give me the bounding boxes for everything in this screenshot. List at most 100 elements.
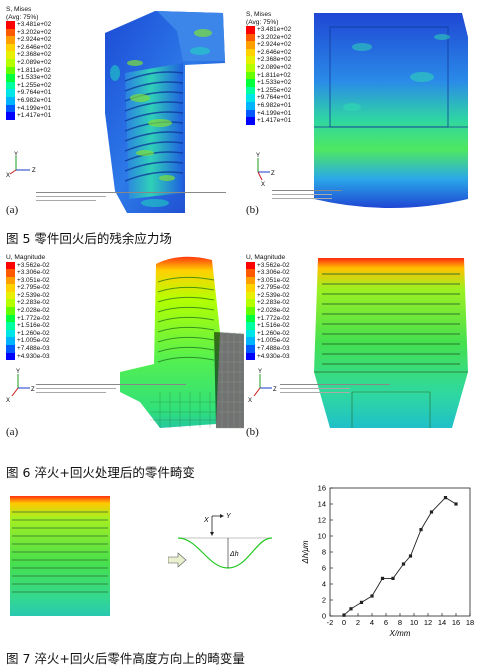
legend-value: +1.533e+02 [17, 74, 52, 82]
x-tick-label: 14 [438, 618, 446, 627]
legend-value: +3.481e+02 [17, 21, 52, 28]
fig6b-model [314, 258, 468, 428]
legend-swatch [6, 307, 15, 315]
legend-entry: +3.306e-02 [6, 269, 50, 277]
legend-entry: +4.930e-03 [6, 352, 50, 361]
x-tick-label: 0 [342, 618, 346, 627]
legend-value: +1.772e-02 [17, 314, 50, 322]
y-tick-label: 12 [318, 516, 326, 525]
legend-swatch [246, 352, 255, 361]
legend-swatch [6, 21, 15, 29]
legend-entry: +1.516e-02 [246, 322, 290, 330]
axis-z-label: Z [273, 387, 277, 393]
figure-6: U, Magnitude +3.562e-02 +3.306e-02 +3.051e… [0, 250, 481, 480]
legend-value: +4.199e+01 [257, 109, 292, 117]
fig5a-model [105, 11, 225, 213]
legend-entry: +3.051e-02 [6, 276, 50, 285]
legend-entry: +2.539e-02 [246, 291, 290, 300]
legend-value: +2.368e+02 [17, 51, 52, 59]
x-tick-label: 10 [410, 618, 418, 627]
axis-x-label: X [6, 398, 10, 402]
figure-6-caption: 图 6 淬火+回火处理后的零件畸变 [6, 465, 195, 480]
legend-value: +2.795e-02 [17, 284, 50, 292]
legend-entry: +3.202e+02 [6, 28, 52, 37]
legend-swatch [246, 71, 255, 80]
legend-swatch [246, 94, 255, 102]
legend-entry: +1.255e+02 [6, 81, 51, 90]
data-point [342, 613, 346, 617]
legend-entry: +1.005e-02 [246, 337, 290, 346]
fig5b-footer-text [272, 186, 342, 199]
legend-swatch [6, 28, 15, 37]
legend-entry: +2.924e+02 [246, 41, 291, 49]
legend-swatch [246, 63, 255, 72]
legend-entry: +1.260e-02 [6, 329, 50, 338]
data-point [419, 528, 423, 532]
legend-value: +2.283e-02 [257, 299, 290, 307]
legend-swatch [246, 48, 255, 57]
legend-value: +1.516e-02 [257, 322, 290, 330]
legend-value: +1.260e-02 [257, 329, 290, 337]
legend-entry: +1.772e-02 [6, 314, 50, 323]
legend-entry: +2.539e-02 [6, 291, 50, 300]
y-tick-label: 6 [322, 564, 326, 573]
legend-value: +4.199e+01 [17, 104, 52, 112]
x-tick-label: 8 [398, 618, 402, 627]
legend-swatch [6, 261, 15, 270]
legend-entry: +2.795e-02 [6, 284, 50, 292]
fig5a-legend: S, Mises (Avg: 75%) +3.481e+02 +3.202e+02… [6, 6, 51, 120]
legend-value: +1.772e-02 [257, 314, 290, 322]
data-point [359, 600, 364, 604]
axis-x-label: X [261, 182, 265, 186]
legend-value: +2.646e+02 [17, 43, 52, 51]
legend-value: +3.562e-02 [17, 261, 50, 269]
legend-entry: +3.562e-02 [246, 261, 290, 270]
legend-value: +7.488e-03 [17, 345, 50, 353]
legend-value: +6.982e+01 [17, 96, 52, 104]
x-tick-label: 4 [370, 618, 374, 627]
legend-entry: +1.533e+02 [6, 74, 51, 82]
x-tick-label: -2 [327, 618, 334, 627]
legend-swatch [246, 322, 255, 330]
legend-value: +1.005e-02 [17, 337, 50, 345]
legend-value: +1.533e+02 [257, 79, 292, 87]
axis-z-label: Z [271, 171, 275, 177]
legend-swatch [246, 291, 255, 300]
legend-swatch [246, 299, 255, 308]
legend-value: +4.930e-03 [17, 352, 50, 360]
legend-value: +3.481e+02 [257, 26, 292, 33]
legend-swatch [6, 58, 15, 67]
legend-entry: +3.481e+02 [6, 21, 51, 29]
legend-value: +9.764e+01 [257, 94, 292, 102]
legend-swatch [6, 352, 15, 361]
series-line [343, 497, 457, 616]
legend-value: +1.005e-02 [257, 337, 290, 345]
legend-value: +3.202e+02 [17, 28, 52, 36]
legend-entry: +4.199e+01 [246, 109, 292, 118]
legend-swatch [6, 104, 15, 113]
legend-entry: +9.764e+01 [6, 89, 51, 97]
legend-entry: +2.646e+02 [6, 43, 52, 52]
y-tick-label: 14 [318, 500, 326, 509]
data-point [454, 502, 458, 506]
diagram-delta-label: Δh [229, 551, 239, 558]
legend-value: +2.539e-02 [17, 291, 50, 299]
fig6a-axis-triad: Y X Z [6, 369, 35, 402]
legend-swatch [6, 291, 15, 300]
legend-title: U, Magnitude [246, 254, 286, 261]
diagram-axis-x-label: X [203, 517, 209, 524]
legend-entry: +2.924e+02 [6, 36, 51, 44]
legend-entry: +3.051e-02 [246, 276, 290, 285]
legend-entry: +2.283e-02 [6, 299, 50, 308]
y-axis-label: Δh/μm [301, 540, 310, 564]
legend-value: +3.051e-02 [17, 276, 50, 284]
legend-value: +2.028e-02 [257, 307, 290, 315]
legend-entry: +2.368e+02 [6, 51, 51, 59]
legend-swatch [6, 337, 15, 346]
data-point [380, 576, 385, 580]
legend-swatch [246, 314, 255, 323]
legend-swatch [6, 322, 15, 330]
legend-value: +1.255e+02 [257, 86, 292, 94]
legend-value: +1.260e-02 [17, 329, 50, 337]
